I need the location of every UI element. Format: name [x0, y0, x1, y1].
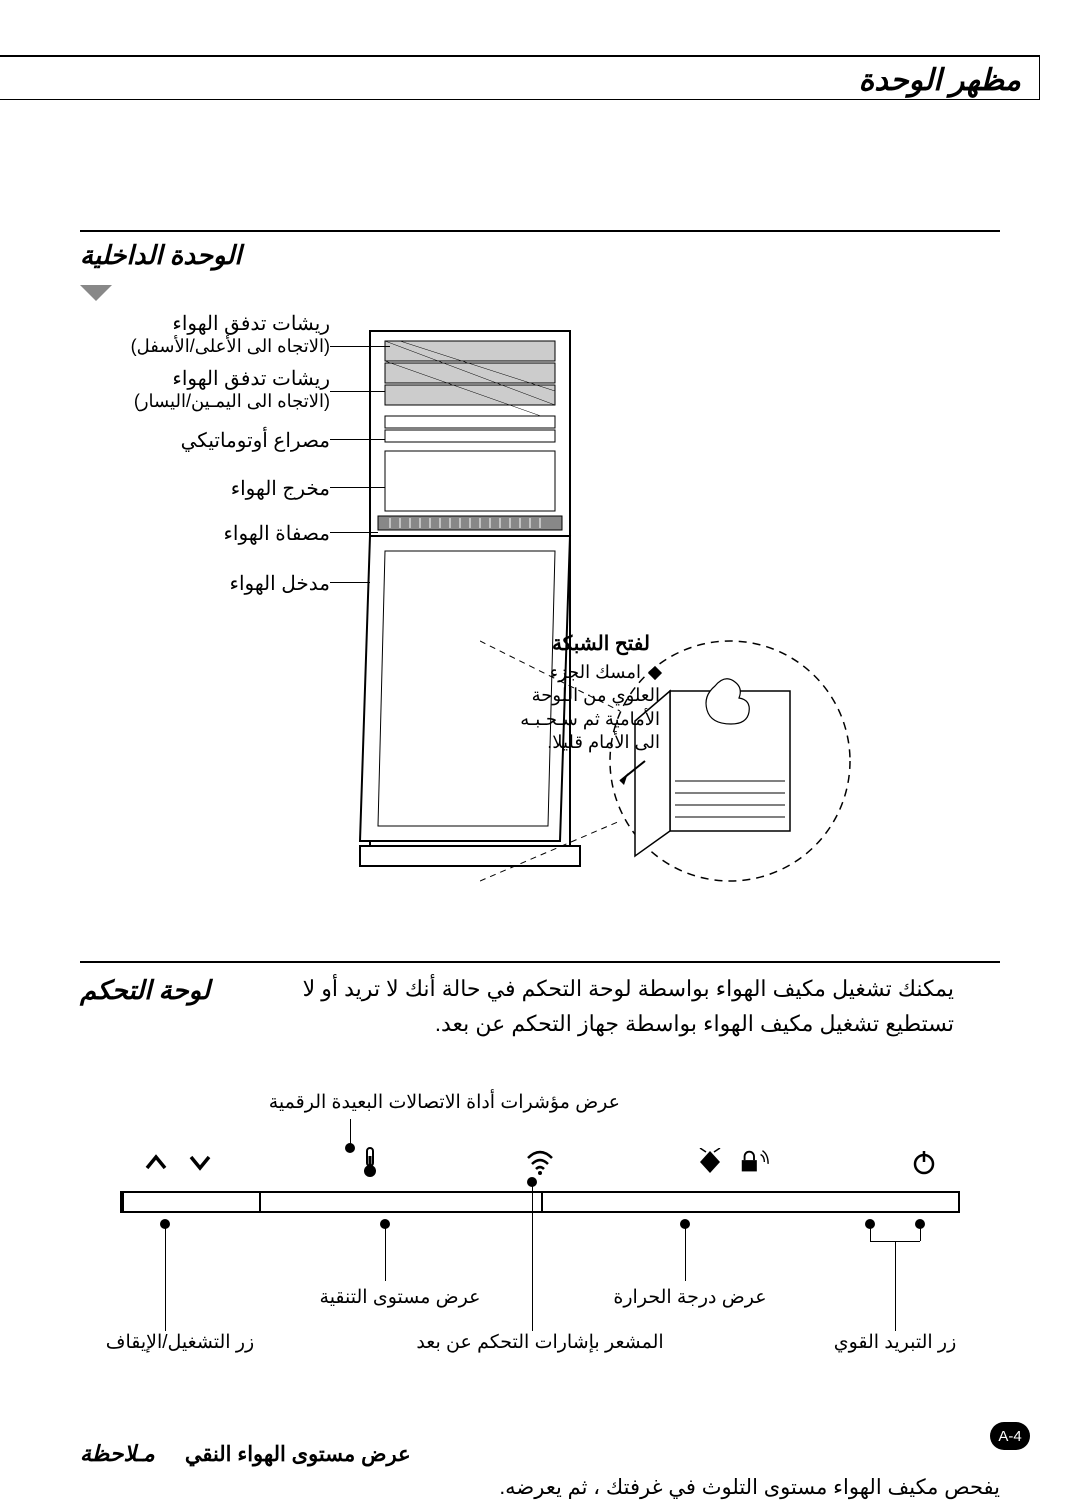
icon-row — [140, 1146, 940, 1178]
leader-line — [165, 1221, 166, 1331]
label-air-filter-text: مصفاة الهواء — [224, 523, 330, 545]
indoor-unit-title: الوحدة الداخلية — [80, 240, 242, 271]
callout-body: امسك الجزء العلوي من اللوحة الأمامية ثم … — [520, 662, 660, 752]
control-panel-header: يمكنك تشغيل مكيف الهواء بواسطة لوحة التح… — [80, 971, 1000, 1041]
display-bar — [120, 1191, 960, 1213]
power-icon — [908, 1146, 940, 1178]
leader-dot — [527, 1177, 537, 1187]
diamond-bullet-icon — [648, 666, 662, 680]
indicator-label: عرض مؤشرات أداة الاتصالات البعيدة الرقمي… — [269, 1091, 620, 1114]
control-panel-title: لوحة التحكم — [80, 971, 210, 1006]
section-divider — [80, 961, 1000, 963]
leader-line — [685, 1221, 686, 1281]
callout-title: لفتح الشبكة — [552, 631, 650, 656]
note-section: عرض مستوى الهواء النقي مـلاحظة يفحص مكيف… — [80, 1441, 1000, 1500]
label-purity: عرض مستوى التنقية — [310, 1286, 490, 1309]
label-blade-lr: ريشات تدفق الهواء (الاتجاه الى اليمـين/ا… — [70, 366, 330, 412]
leader-dot — [865, 1219, 875, 1229]
leader-line — [385, 1221, 386, 1281]
page-header-bar: مظهر الوحدة — [0, 55, 1040, 100]
open-grille-callout: لفتح الشبكة امسك الجزء العلوي من اللوحة … — [480, 631, 940, 891]
wifi-signal-icon — [524, 1146, 556, 1178]
note-label: مـلاحظة — [80, 1441, 155, 1467]
control-panel-diagram: عرض مؤشرات أداة الاتصالات البعيدة الرقمي… — [80, 1091, 1000, 1371]
leader-line — [330, 487, 385, 488]
label-blade-updown-text: ريشات تدفق الهواء — [172, 313, 330, 335]
lock-signal-icon — [738, 1146, 770, 1178]
leader-dot — [915, 1219, 925, 1229]
label-blade-updown: ريشات تدفق الهواء (الاتجاه الى الأعلى/ال… — [70, 311, 330, 357]
thermometer-icon — [354, 1146, 386, 1178]
label-temperature: عرض درجة الحرارة — [600, 1286, 780, 1309]
purify-icon — [694, 1146, 726, 1178]
leader-line — [895, 1241, 896, 1331]
content-area: الوحدة الداخلية — [80, 230, 1000, 1500]
label-auto-shutter: مصراع أوتوماتيكي — [70, 428, 330, 453]
label-blade-updown-sub: (الاتجاه الى الأعلى/الأسفل) — [70, 336, 330, 357]
note-title: عرض مستوى الهواء النقي — [185, 1442, 411, 1467]
label-air-intake: مدخل الهواء — [70, 571, 330, 596]
leader-line — [532, 1181, 533, 1331]
leader-line — [330, 582, 370, 583]
chevron-down-icon — [184, 1146, 216, 1178]
leader-line — [330, 391, 385, 392]
leader-line — [330, 439, 385, 440]
indoor-unit-header: الوحدة الداخلية — [80, 240, 1000, 271]
page-number-text: A-4 — [998, 1428, 1021, 1445]
page-number-badge: A-4 — [990, 1422, 1030, 1450]
label-air-outlet: مخرج الهواء — [70, 476, 330, 501]
label-remote-sensor: المشعر بإشارات التحكم عن بعد — [400, 1331, 680, 1354]
page-title: مظهر الوحدة — [859, 64, 1021, 97]
label-air-intake-text: مدخل الهواء — [230, 573, 330, 595]
label-blade-lr-text: ريشات تدفق الهواء — [172, 368, 330, 390]
label-turbo-button: زر التبريد القوي — [810, 1331, 980, 1354]
chevron-up-icon — [140, 1146, 172, 1178]
label-blade-lr-sub: (الاتجاه الى اليمـين/اليسار) — [70, 391, 330, 412]
label-air-filter: مصفاة الهواء — [70, 521, 330, 546]
leader-line — [330, 532, 378, 533]
control-panel-section: يمكنك تشغيل مكيف الهواء بواسطة لوحة التح… — [80, 961, 1000, 1500]
label-power-button: زر التشغيل/الإيقاف — [90, 1331, 270, 1354]
indoor-unit-diagram: ريشات تدفق الهواء (الاتجاه الى الأعلى/ال… — [80, 311, 1000, 911]
callout-text: امسك الجزء العلوي من اللوحة الأمامية ثم … — [500, 661, 660, 755]
control-panel-description: يمكنك تشغيل مكيف الهواء بواسطة لوحة التح… — [234, 971, 954, 1041]
leader-line — [330, 346, 390, 347]
label-air-outlet-text: مخرج الهواء — [231, 478, 330, 500]
label-auto-shutter-text: مصراع أوتوماتيكي — [181, 430, 330, 452]
triangle-down-icon — [80, 285, 112, 301]
section-divider — [80, 230, 1000, 232]
note-text: يفحص مكيف الهواء مستوى التلوث في غرفتك ،… — [80, 1475, 1000, 1500]
